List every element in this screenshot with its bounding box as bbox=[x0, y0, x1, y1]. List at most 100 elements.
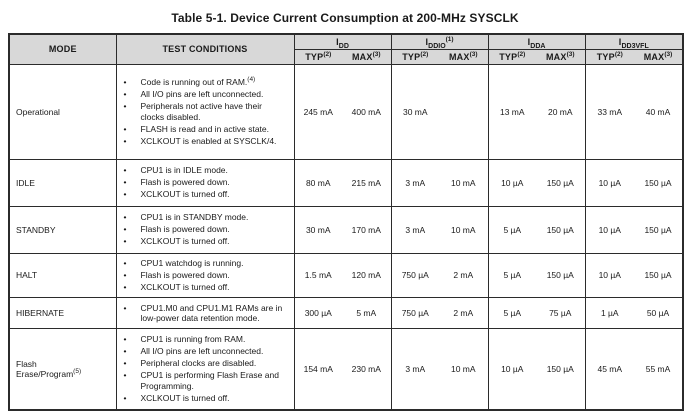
value-iddio-max: 10 mA bbox=[439, 158, 489, 207]
bullet-icon: • bbox=[123, 392, 127, 403]
mode-cell: STANDBY bbox=[8, 205, 117, 254]
value-idd3vfl-typ: 10 µA bbox=[584, 158, 635, 207]
bullet-icon: • bbox=[123, 165, 127, 176]
condition-item: • CPU1 is performing Flash Erase and Prog… bbox=[124, 370, 290, 391]
value-iddio-typ: 3 mA bbox=[390, 328, 440, 410]
condition-text: FLASH is read and in active state. bbox=[140, 123, 270, 134]
table-row: HIBERNATE • CPU1.M0 and CPU1.M1 RAMs are … bbox=[8, 297, 684, 329]
value-idd-max: 5 mA bbox=[342, 297, 392, 329]
bullet-icon: • bbox=[123, 224, 127, 235]
value-iddio-max: 2 mA bbox=[439, 297, 489, 329]
condition-item: • XCLKOUT is turned off. bbox=[124, 236, 290, 247]
table-row: Flash Erase/Program(5) • CPU1 is running … bbox=[8, 328, 684, 410]
max-header-idda: MAX(3) bbox=[536, 48, 586, 65]
table-title: Table 5-1. Device Current Consumption at… bbox=[171, 11, 519, 25]
value-idda-typ: 10 µA bbox=[487, 328, 537, 410]
condition-text: Flash is powered down. bbox=[140, 177, 230, 188]
value-idd-max: 120 mA bbox=[342, 252, 392, 298]
conditions-cell: • CPU1 is in STANDBY mode. • Flash is powe… bbox=[115, 205, 295, 254]
condition-item: • All I/O pins are left unconnected. bbox=[124, 346, 290, 357]
conditions-cell: • CPU1 is in IDLE mode. • Flash is powered… bbox=[115, 158, 295, 207]
condition-item: • CPU1 is in STANDBY mode. bbox=[124, 212, 290, 223]
value-idda-max: 20 mA bbox=[536, 63, 586, 160]
value-idda-max: 150 µA bbox=[536, 205, 586, 254]
condition-text: XCLKOUT is turned off. bbox=[140, 392, 230, 403]
bullet-icon: • bbox=[123, 346, 127, 357]
condition-item: • CPU1 watchdog is running. bbox=[124, 258, 290, 269]
typ-header-idda: TYP(2) bbox=[487, 48, 537, 65]
value-idda-typ: 5 µA bbox=[487, 297, 537, 329]
value-idd-typ: 245 mA bbox=[293, 63, 342, 160]
conditions-cell: • CPU1 is running from RAM. • All I/O pins… bbox=[115, 328, 295, 410]
bullet-icon: • bbox=[123, 282, 127, 292]
mode-cell: Operational bbox=[8, 63, 117, 160]
condition-item: • FLASH is read and in active state. bbox=[124, 124, 290, 135]
value-idda-typ: 13 mA bbox=[487, 63, 537, 160]
bullet-icon: • bbox=[123, 212, 127, 223]
value-idd3vfl-typ: 1 µA bbox=[584, 297, 635, 329]
value-iddio-max: 10 mA bbox=[439, 328, 489, 410]
table-row: HALT • CPU1 watchdog is running. • Flash i… bbox=[8, 252, 684, 298]
condition-item: • XCLKOUT is enabled at SYSCLK/4. bbox=[124, 136, 290, 147]
bullet-icon: • bbox=[123, 123, 127, 134]
table-header: MODE TEST CONDITIONS IDD IDDIO(1) IDDA I… bbox=[8, 33, 684, 65]
conditions-cell: • CPU1 watchdog is running. • Flash is pow… bbox=[115, 252, 295, 298]
value-idd-typ: 300 µA bbox=[293, 297, 342, 329]
typ-header-idd3vfl: TYP(2) bbox=[584, 48, 635, 65]
condition-item: • Flash is powered down. bbox=[124, 224, 290, 235]
value-iddio-max bbox=[439, 63, 489, 160]
value-idda-max: 75 µA bbox=[536, 297, 586, 329]
condition-text: XCLKOUT is turned off. bbox=[140, 282, 230, 292]
bullet-icon: • bbox=[123, 270, 127, 280]
value-idd-max: 170 mA bbox=[342, 205, 392, 254]
condition-item: • Peripheral clocks are disabled. bbox=[124, 358, 290, 369]
condition-text: Code is running out of RAM. bbox=[140, 77, 248, 87]
table-row: Operational • Code is running out of RAM.… bbox=[8, 63, 684, 160]
condition-text: All I/O pins are left unconnected. bbox=[140, 346, 264, 357]
value-idd-typ: 30 mA bbox=[293, 205, 342, 254]
value-iddio-typ: 3 mA bbox=[390, 158, 440, 207]
value-idd-max: 230 mA bbox=[342, 328, 392, 410]
conditions-header-cell: TEST CONDITIONS bbox=[115, 33, 295, 65]
value-idd-typ: 80 mA bbox=[293, 158, 342, 207]
condition-text: Flash is powered down. bbox=[140, 270, 230, 280]
bullet-icon: • bbox=[123, 135, 127, 146]
conditions-cell: • CPU1.M0 and CPU1.M1 RAMs are in low-pow… bbox=[115, 297, 295, 329]
condition-text: All I/O pins are left unconnected. bbox=[140, 89, 264, 99]
condition-item: • XCLKOUT is turned off. bbox=[124, 189, 290, 200]
condition-item: • Flash is powered down. bbox=[124, 177, 290, 188]
value-iddio-max: 2 mA bbox=[439, 252, 489, 298]
value-idda-max: 150 µA bbox=[536, 252, 586, 298]
bullet-icon: • bbox=[123, 258, 127, 268]
value-idd-max: 400 mA bbox=[342, 63, 392, 160]
condition-item: • CPU1 is running from RAM. bbox=[124, 334, 290, 345]
typ-header-iddio: TYP(2) bbox=[390, 48, 440, 65]
bullet-icon: • bbox=[123, 236, 127, 247]
value-idd3vfl-max: 40 mA bbox=[634, 63, 684, 160]
mode-header-cell: MODE bbox=[8, 33, 117, 65]
condition-item: • CPU1.M0 and CPU1.M1 RAMs are in low-pow… bbox=[124, 303, 290, 324]
value-idda-max: 150 µA bbox=[536, 158, 586, 207]
condition-text: CPU1 is in STANDBY mode. bbox=[140, 212, 249, 223]
max-header-idd: MAX(3) bbox=[342, 48, 392, 65]
condition-item: • Peripherals not active have their clock… bbox=[124, 101, 290, 122]
bullet-icon: • bbox=[123, 370, 127, 381]
bullet-icon: • bbox=[123, 334, 127, 345]
condition-text: CPU1 is performing Flash Erase and Progr… bbox=[140, 370, 279, 391]
mode-cell: HALT bbox=[8, 252, 117, 298]
conditions-cell: • Code is running out of RAM.(4) • All I/O… bbox=[115, 63, 295, 160]
value-idd3vfl-max: 50 µA bbox=[634, 297, 684, 329]
value-iddio-typ: 30 mA bbox=[390, 63, 440, 160]
value-iddio-max: 10 mA bbox=[439, 205, 489, 254]
condition-text: Flash is powered down. bbox=[140, 224, 230, 235]
value-idd-max: 215 mA bbox=[342, 158, 392, 207]
bullet-icon: • bbox=[123, 89, 127, 99]
condition-text: CPU1 is in IDLE mode. bbox=[140, 165, 228, 176]
group-header-idd: IDD bbox=[293, 33, 392, 50]
value-idd3vfl-typ: 33 mA bbox=[584, 63, 635, 160]
mode-cell: IDLE bbox=[8, 158, 117, 207]
condition-item: • XCLKOUT is turned off. bbox=[124, 282, 290, 293]
value-idda-typ: 5 µA bbox=[487, 205, 537, 254]
value-idd3vfl-typ: 10 µA bbox=[584, 205, 635, 254]
condition-item: • Code is running out of RAM.(4) bbox=[123, 76, 256, 87]
